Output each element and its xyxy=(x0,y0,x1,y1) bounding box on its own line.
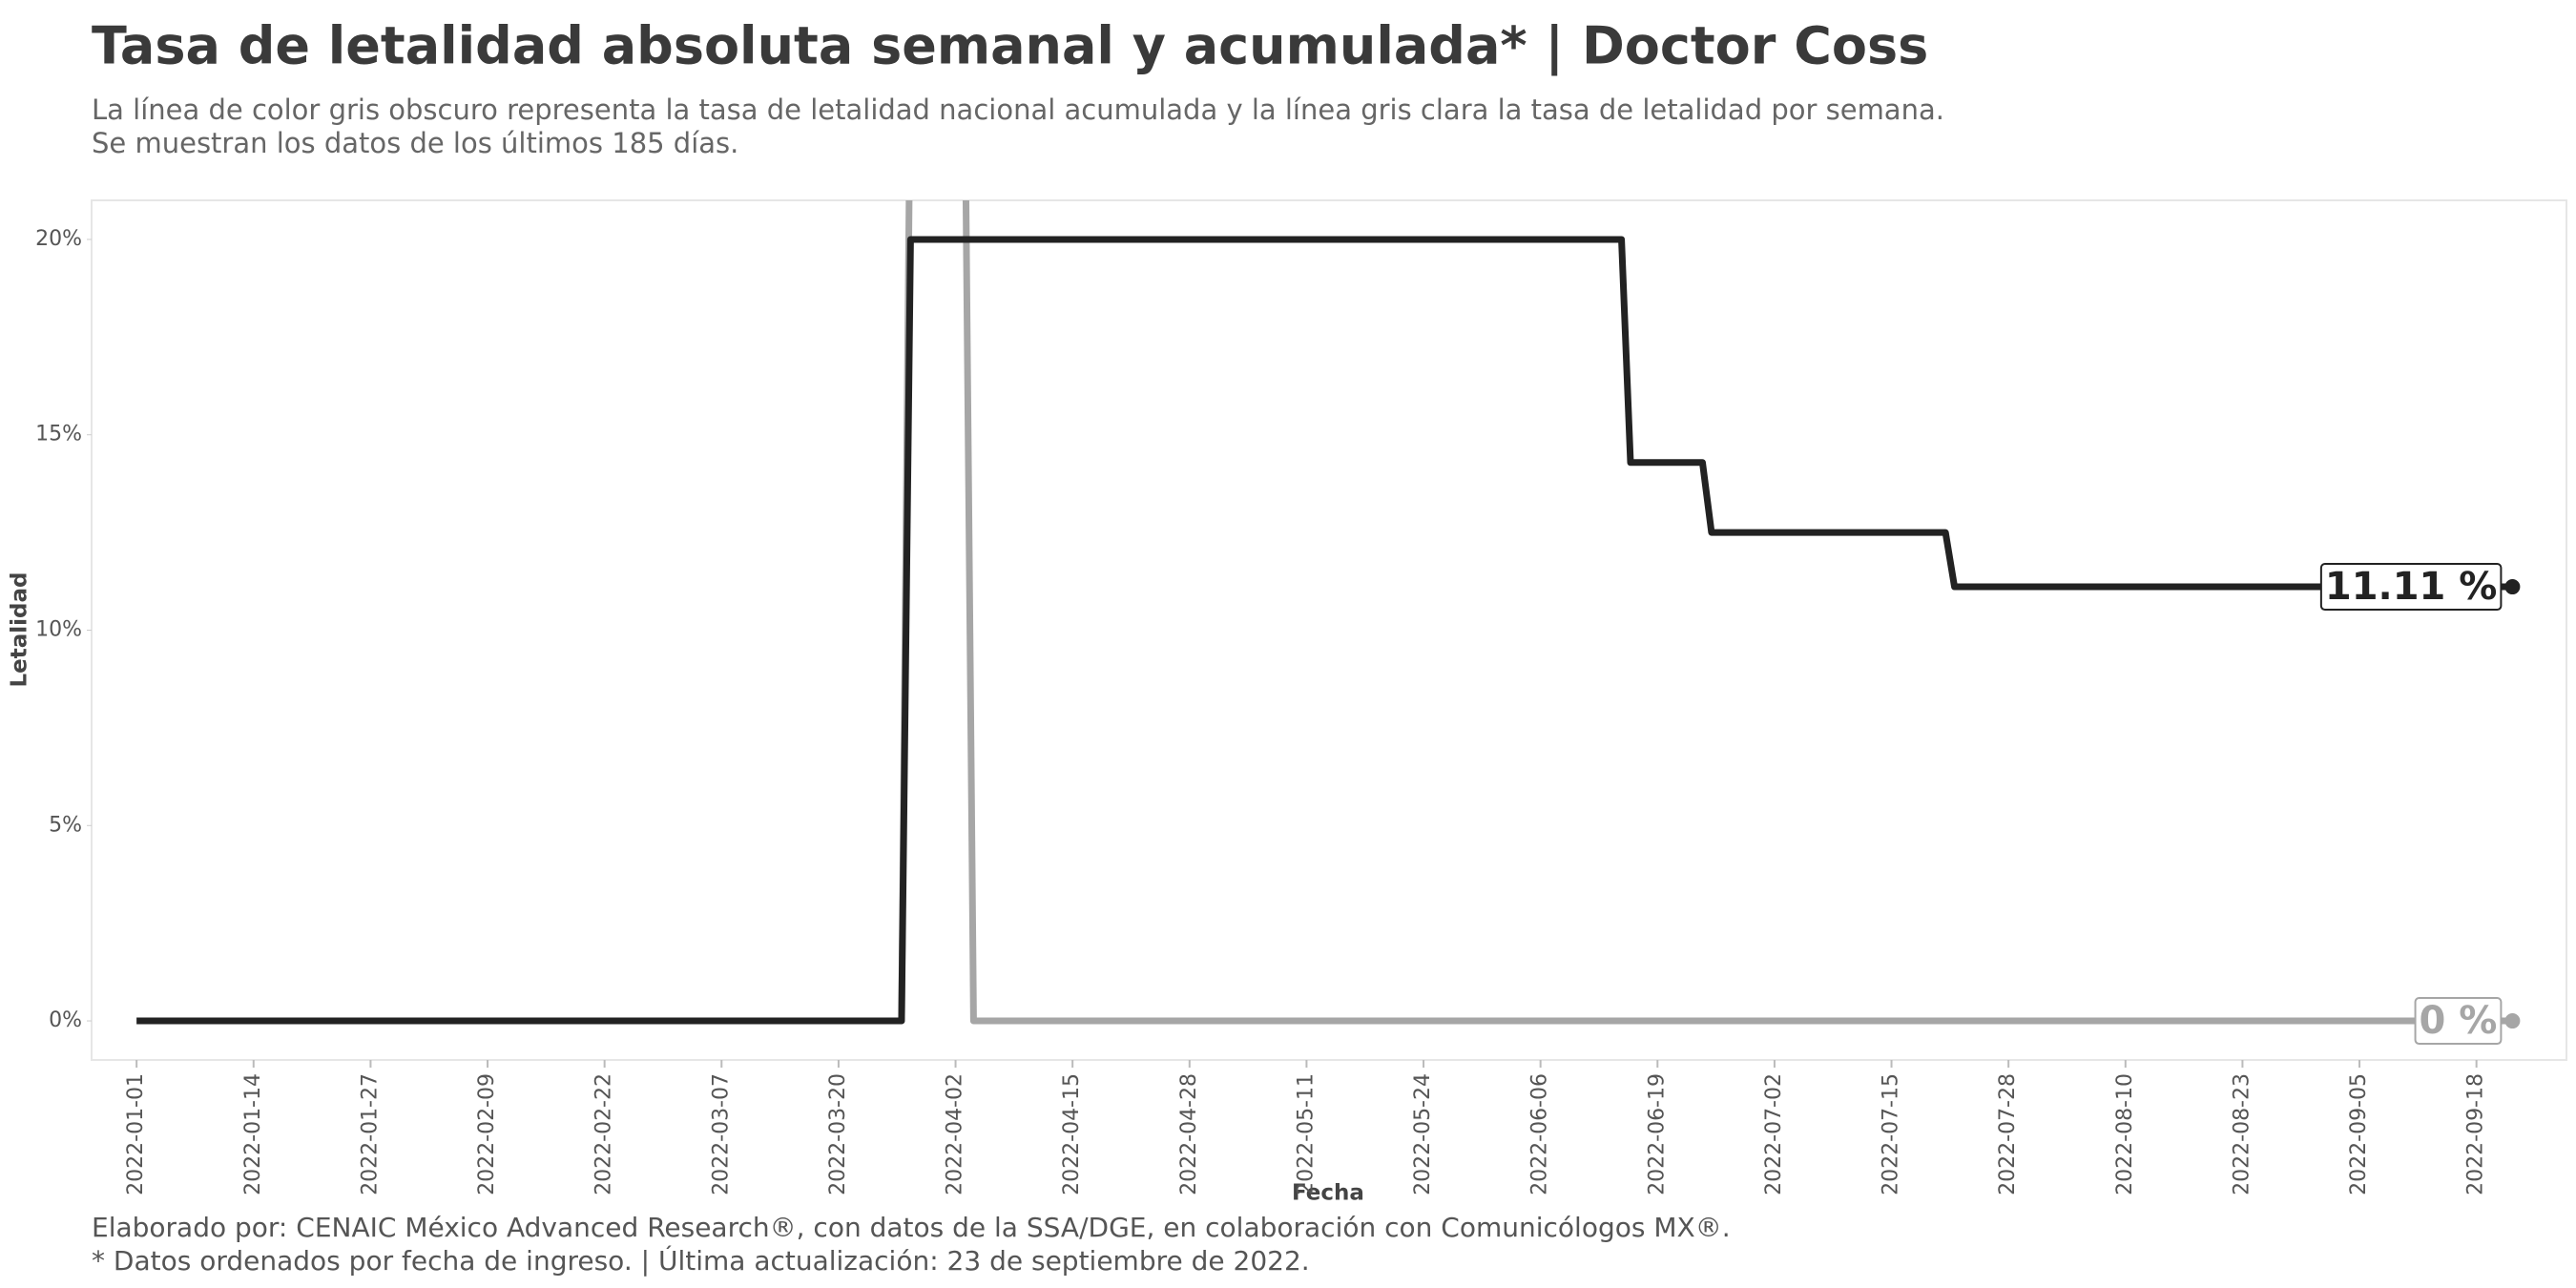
y-tick-label: 15% xyxy=(35,423,82,447)
x-tick-label: 2022-02-22 xyxy=(592,1073,616,1195)
y-tick-label: 5% xyxy=(49,813,82,837)
x-tick-label: 2022-06-19 xyxy=(1645,1073,1669,1195)
subtitle: Se muestran los datos de los últimos 185… xyxy=(92,127,738,159)
x-tick-label: 2022-07-02 xyxy=(1762,1073,1786,1195)
end-point xyxy=(2504,579,2521,595)
x-tick-label: 2022-08-10 xyxy=(2113,1073,2137,1195)
y-axis-label: Letalidad xyxy=(8,572,32,688)
x-tick-label: 2022-09-18 xyxy=(2464,1073,2488,1195)
y-tick-label: 0% xyxy=(49,1008,82,1032)
x-axis-label: Fecha xyxy=(1292,1181,1364,1206)
x-tick-label: 2022-01-01 xyxy=(124,1073,148,1195)
series-group xyxy=(136,200,2513,1025)
series-group xyxy=(136,236,2513,1025)
caption: Elaborado por: CENAIC México Advanced Re… xyxy=(92,1212,1731,1243)
series-line xyxy=(136,200,2513,1025)
x-tick-label: 2022-08-23 xyxy=(2230,1073,2254,1195)
end-label-box xyxy=(2319,563,2503,612)
series-line xyxy=(136,236,2513,1025)
x-tick-label: 2022-05-24 xyxy=(1411,1073,1435,1195)
end-label: 0 % xyxy=(2420,999,2498,1043)
x-tick-label: 2022-01-14 xyxy=(241,1073,265,1195)
x-tick-label: 2022-02-09 xyxy=(475,1073,499,1195)
x-tick-label: 2022-04-15 xyxy=(1060,1073,1084,1195)
x-tick-label: 2022-06-06 xyxy=(1528,1073,1552,1195)
end-label: 11.11 % xyxy=(2325,565,2498,609)
x-tick-label: 2022-07-28 xyxy=(1996,1073,2020,1195)
subtitle: La línea de color gris obscuro represent… xyxy=(92,93,1944,126)
x-tick-label: 2022-01-27 xyxy=(358,1073,382,1195)
x-tick-label: 2022-04-02 xyxy=(944,1073,967,1195)
x-tick-label: 2022-03-20 xyxy=(826,1073,850,1195)
x-tick-label: 2022-04-28 xyxy=(1177,1073,1201,1195)
end-point xyxy=(2504,1013,2521,1029)
caption: * Datos ordenados por fecha de ingreso. … xyxy=(92,1244,1310,1277)
plot-border xyxy=(91,199,2567,1061)
x-tick-label: 2022-03-07 xyxy=(709,1073,733,1195)
end-label-box xyxy=(2414,997,2503,1046)
chart-title: Tasa de letalidad absoluta semanal y acu… xyxy=(92,16,1928,76)
x-tick-label: 2022-05-11 xyxy=(1294,1073,1318,1195)
y-tick-label: 10% xyxy=(35,618,82,642)
x-tick-label: 2022-07-15 xyxy=(1880,1073,1903,1195)
y-tick-label: 20% xyxy=(35,227,82,251)
x-tick-label: 2022-09-05 xyxy=(2347,1073,2371,1195)
